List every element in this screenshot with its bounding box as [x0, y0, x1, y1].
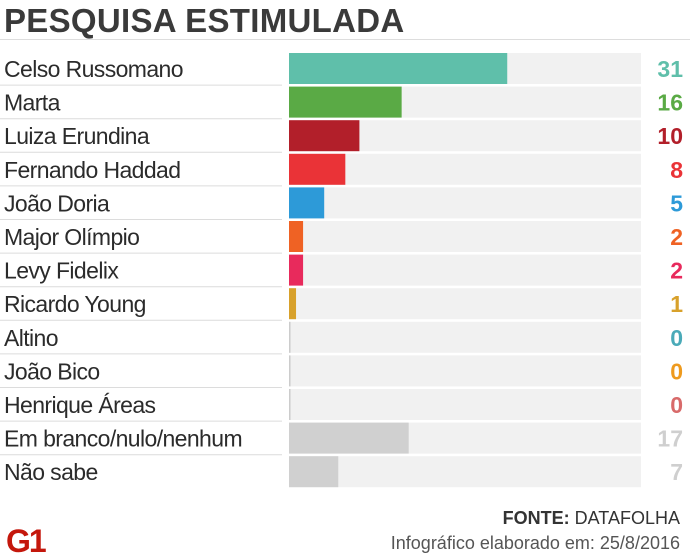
- category-label: Major Olímpio: [4, 224, 139, 250]
- category-label: João Bico: [4, 358, 100, 384]
- bar-row: Altino 0: [0, 321, 683, 355]
- bar-row: Major Olímpio 2: [0, 221, 683, 254]
- bar: [289, 389, 291, 420]
- bar: [289, 53, 508, 84]
- value-label: 0: [670, 392, 683, 418]
- value-label: 31: [657, 56, 683, 82]
- bar-track: [289, 221, 641, 252]
- g1-logo-text: G1: [6, 524, 46, 554]
- bar-track: [289, 153, 641, 185]
- bar-track: [289, 288, 641, 320]
- bar-row: Henrique Áreas 0: [0, 389, 683, 422]
- category-label: Ricardo Young: [4, 291, 146, 317]
- category-label: Em branco/nulo/nenhum: [4, 426, 242, 452]
- value-label: 10: [657, 123, 683, 149]
- category-label: João Doria: [4, 190, 110, 216]
- bar: [289, 422, 409, 454]
- bar-row: João Bico 0: [0, 355, 683, 388]
- bar: [289, 254, 304, 286]
- bar-row: Ricardo Young 1: [0, 288, 683, 321]
- category-label: Levy Fidelix: [4, 258, 119, 284]
- category-label: Fernando Haddad: [4, 157, 180, 183]
- value-label: 5: [670, 190, 683, 216]
- value-label: 0: [670, 325, 683, 351]
- bar: [289, 456, 339, 488]
- bar-track: [289, 389, 641, 420]
- source-label: FONTE:: [502, 508, 570, 528]
- bar-row: Luiza Erundina 10: [0, 120, 683, 153]
- bar: [289, 187, 325, 219]
- bar-row: Não sabe 7: [4, 456, 683, 488]
- value-label: 2: [670, 258, 683, 284]
- g1-logo: G1: [6, 524, 46, 554]
- category-label: Celso Russomano: [4, 56, 183, 82]
- bar-row: Fernando Haddad 8: [0, 153, 683, 187]
- source-value: DATAFOLHA: [574, 508, 680, 528]
- bar-row: João Doria 5: [0, 187, 683, 220]
- bar-row: Em branco/nulo/nenhum 17: [0, 422, 683, 456]
- bar: [289, 321, 291, 353]
- bar-track: [289, 355, 641, 387]
- bar-row: Celso Russomano 31: [0, 53, 683, 86]
- source-line: FONTE: DATAFOLHA: [503, 507, 680, 529]
- value-label: 8: [670, 157, 683, 183]
- value-label: 0: [670, 358, 683, 384]
- bar-row: Marta 16: [0, 86, 683, 120]
- category-label: Marta: [4, 90, 61, 116]
- bar: [289, 86, 402, 118]
- bar: [289, 288, 297, 320]
- bar: [289, 120, 360, 152]
- bar-track: [289, 187, 641, 219]
- bar: [289, 355, 291, 387]
- value-label: 17: [657, 426, 683, 452]
- bar-track: [289, 321, 641, 353]
- value-label: 1: [670, 291, 683, 317]
- category-label: Não sabe: [4, 459, 98, 485]
- title-divider: [0, 39, 690, 40]
- credit-line: Infográfico elaborado em: 25/8/2016: [390, 533, 680, 553]
- category-label: Altino: [4, 325, 58, 351]
- category-label: Henrique Áreas: [4, 392, 156, 418]
- value-label: 16: [657, 90, 683, 116]
- bar-row: Levy Fidelix 2: [0, 254, 683, 288]
- bar-track: [289, 254, 641, 286]
- bar: [289, 153, 346, 185]
- bar-track: [289, 456, 641, 488]
- value-label: 2: [670, 224, 683, 250]
- category-label: Luiza Erundina: [4, 123, 150, 149]
- value-label: 7: [670, 459, 683, 485]
- bar: [289, 221, 304, 252]
- chart-title: PESQUISA ESTIMULADA: [4, 2, 405, 39]
